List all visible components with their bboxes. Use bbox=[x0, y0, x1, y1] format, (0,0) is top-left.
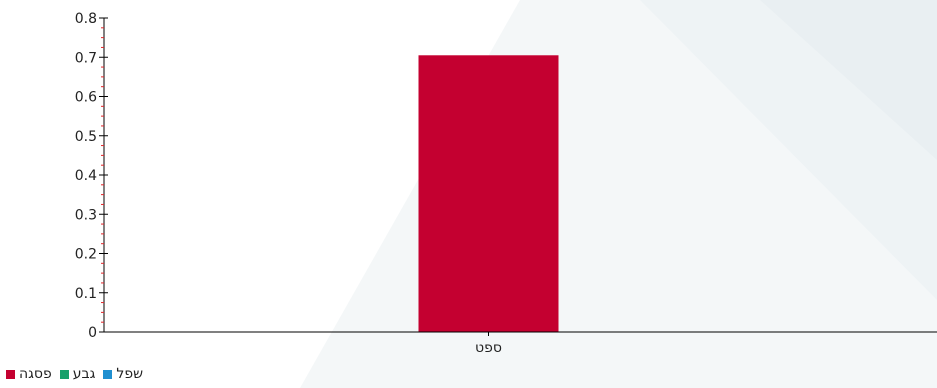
y-tick-label: 0.5 bbox=[75, 129, 97, 145]
legend-label: פסגה bbox=[19, 366, 52, 382]
legend: פסגה גבע שפל bbox=[6, 364, 143, 384]
y-axis: 0 0.1 0.2 0.3 0.4 0.5 0.6 0.7 0.8 bbox=[75, 11, 108, 341]
bar bbox=[418, 55, 559, 332]
y-tick-label: 0.7 bbox=[75, 50, 97, 66]
y-tick-label: 0 bbox=[88, 325, 97, 341]
legend-item[interactable]: פסגה bbox=[6, 366, 52, 382]
y-tick-label: 0.4 bbox=[75, 168, 97, 184]
y-tick-label: 0.2 bbox=[75, 247, 97, 263]
legend-label: גבע bbox=[72, 366, 96, 382]
legend-label: שפל bbox=[116, 366, 144, 382]
legend-swatch bbox=[6, 369, 15, 379]
x-axis: ספט bbox=[104, 331, 937, 356]
y-tick-label: 0.6 bbox=[75, 90, 97, 106]
x-tick-label: ספט bbox=[475, 340, 502, 356]
bars-group bbox=[418, 55, 559, 332]
legend-item[interactable]: שפל bbox=[103, 366, 143, 382]
legend-swatch bbox=[59, 369, 69, 379]
legend-swatch bbox=[103, 369, 113, 379]
y-tick-label: 0.8 bbox=[75, 11, 97, 27]
y-tick-label: 0.3 bbox=[75, 207, 97, 223]
background-shape-3 bbox=[760, 0, 937, 160]
legend-item[interactable]: גבע bbox=[59, 366, 96, 382]
y-tick-label: 0.1 bbox=[75, 286, 97, 302]
